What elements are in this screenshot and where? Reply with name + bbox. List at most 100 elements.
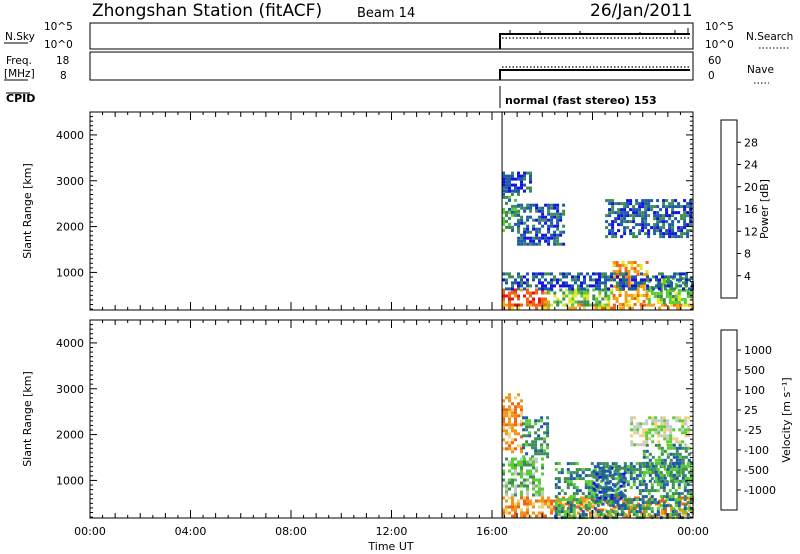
velocity-cell (520, 457, 523, 461)
power-cell (562, 303, 565, 307)
power-cell (526, 291, 529, 295)
velocity-cell (596, 510, 600, 514)
velocity-cell (678, 452, 682, 456)
velocity-cell (526, 460, 529, 464)
velocity-cell (661, 511, 664, 515)
power-cell (662, 277, 666, 280)
velocity-cell (657, 431, 661, 435)
power-cell (636, 273, 640, 276)
power-cell (538, 287, 541, 291)
power-cell (612, 294, 616, 297)
power-cell (645, 261, 649, 264)
power-cell (658, 306, 661, 310)
power-cell (550, 278, 553, 282)
velocity-colorbar-ticklabel: 1000 (744, 344, 772, 357)
velocity-cell (514, 414, 517, 418)
velocity-cell (522, 446, 526, 450)
power-cell (532, 291, 535, 295)
velocity-cell (662, 483, 666, 487)
velocity-cell (616, 502, 620, 506)
power-cell (550, 221, 554, 225)
power-cell (627, 285, 631, 288)
power-cell (625, 272, 628, 276)
power-cell (647, 208, 651, 212)
power-cell (517, 306, 520, 310)
power-cell (511, 183, 514, 187)
power-cell (683, 301, 687, 304)
power-cell (674, 286, 678, 289)
velocity-cell (525, 440, 529, 444)
velocity-cell (654, 422, 658, 426)
velocity-cell (505, 511, 508, 515)
power-cell (592, 278, 595, 282)
velocity-cell (677, 483, 681, 487)
velocity-cell (517, 393, 520, 397)
velocity-cell (642, 449, 646, 453)
velocity-cell (653, 468, 657, 472)
velocity-cell (526, 496, 529, 500)
velocity-cell (508, 496, 511, 500)
power-cell (553, 294, 557, 298)
power-cell (611, 223, 615, 227)
power-cell (627, 300, 631, 303)
velocity-cell (502, 414, 505, 418)
velocity-cell (646, 499, 649, 503)
power-cell (505, 195, 508, 199)
power-cell (583, 294, 587, 298)
power-cell (592, 288, 596, 292)
power-cell (541, 236, 545, 240)
velocity-cell (593, 492, 597, 496)
power-cell (568, 284, 571, 288)
power-cell (688, 287, 691, 291)
power-cell (638, 223, 642, 227)
velocity-cell (598, 499, 602, 503)
velocity-cell (675, 476, 679, 480)
velocity-cell (587, 474, 591, 478)
velocity-cell (535, 469, 538, 473)
velocity-cell (617, 465, 621, 469)
velocity-cell (640, 514, 643, 518)
velocity-cell (681, 446, 685, 450)
velocity-cell (540, 416, 544, 420)
power-cell (517, 236, 521, 240)
power-cell (514, 183, 517, 187)
power-cell (664, 287, 667, 291)
velocity-cell (571, 514, 574, 518)
velocity-cell (616, 469, 620, 473)
velocity-cell (520, 514, 523, 518)
velocity-cell (656, 501, 660, 505)
power-cell (511, 210, 514, 214)
velocity-cell (678, 461, 682, 465)
velocity-cell (654, 458, 658, 462)
power-cell (676, 284, 679, 288)
power-cell (502, 272, 505, 276)
velocity-cell (626, 465, 630, 469)
velocity-cell (614, 465, 618, 469)
velocity-cell (560, 510, 564, 514)
power-cell (511, 297, 514, 301)
power-cell (630, 267, 634, 270)
power-cell (511, 207, 514, 211)
power-cell (550, 236, 554, 240)
velocity-cell (532, 487, 535, 491)
velocity-cell (644, 483, 648, 487)
power-cell (538, 272, 541, 276)
velocity-cell (547, 499, 550, 503)
xtick-label: 00:00 (74, 525, 106, 538)
velocity-cell (651, 428, 655, 432)
power-cell (617, 202, 621, 206)
velocity-cell (502, 423, 505, 427)
velocity-cell (647, 462, 651, 466)
power-cell (502, 207, 505, 211)
velocity-cell (577, 505, 580, 509)
power-cell (550, 218, 554, 222)
power-cell (556, 209, 560, 213)
power-cell (680, 289, 684, 292)
velocity-cell (560, 489, 564, 493)
power-cell (632, 214, 636, 218)
power-cell (553, 206, 557, 210)
velocity-cell (541, 499, 544, 503)
power-cell (523, 294, 526, 298)
velocity-cell (675, 458, 679, 462)
power-cell (580, 272, 583, 276)
